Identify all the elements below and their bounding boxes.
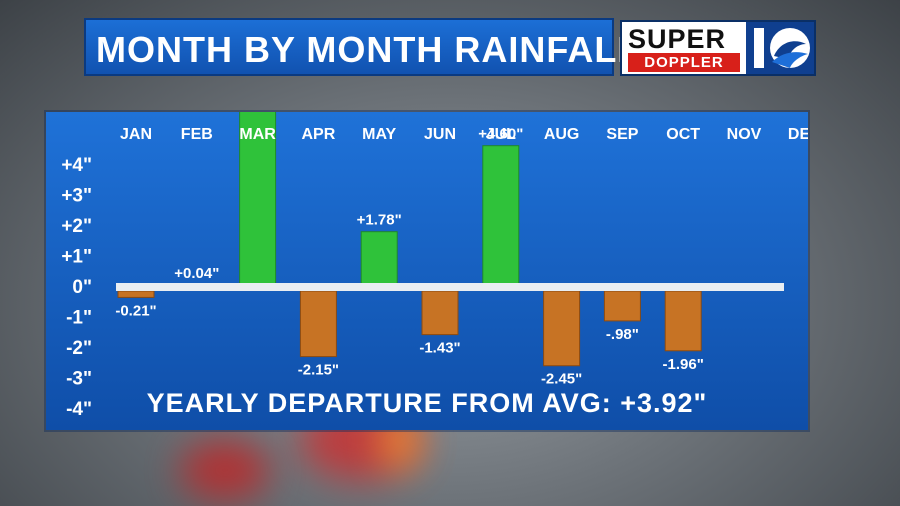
data-label-sep: -.98" <box>606 326 639 343</box>
data-label-jul: +4.60" <box>478 126 523 143</box>
bar-aug <box>543 290 581 367</box>
month-label: SEP <box>606 126 638 143</box>
chart-panel: +4" +3" +2" +1" 0" -1" -2" -3" -4" JAN -0.21" FEB +0… <box>46 112 808 430</box>
y-tick-label: -2" <box>66 338 92 359</box>
bar-mar <box>239 112 277 287</box>
data-label-jan: -0.21" <box>115 302 156 319</box>
logo-doppler-text: DOPPLER <box>628 53 740 72</box>
bar-oct <box>664 290 702 352</box>
station-logo: SUPER DOPPLER <box>620 20 816 76</box>
month-label: DEC <box>788 126 808 143</box>
bar-may <box>360 231 398 287</box>
data-label-apr: -2.15" <box>298 362 339 379</box>
y-tick-label: +4" <box>61 155 92 176</box>
logo-number-mark <box>746 22 814 74</box>
y-tick-label: +2" <box>61 216 92 237</box>
y-tick-label: -4" <box>66 399 92 420</box>
bar-jul <box>482 145 520 287</box>
month-label: OCT <box>666 126 700 143</box>
title-bar: MONTH BY MONTH RAINFALL <box>84 18 639 76</box>
page-title: MONTH BY MONTH RAINFALL <box>96 29 641 70</box>
data-label-feb: +0.04" <box>174 265 219 282</box>
month-label: FEB <box>181 126 213 143</box>
data-label-jun: -1.43" <box>419 340 460 357</box>
y-tick-label: -3" <box>66 369 92 390</box>
data-label-aug: -2.45" <box>541 371 582 388</box>
month-label: MAR <box>239 126 276 143</box>
zero-baseline <box>116 283 784 291</box>
month-label: NOV <box>727 126 762 143</box>
month-label: JAN <box>120 126 152 143</box>
bar-apr <box>299 290 337 358</box>
y-tick-label: 0" <box>72 277 92 298</box>
background-blur-light <box>180 440 270 500</box>
bar-sep <box>603 290 641 322</box>
data-label-oct: -1.96" <box>663 356 704 373</box>
wave-logo-icon <box>754 28 810 68</box>
yearly-departure-annotation: YEARLY DEPARTURE FROM AVG: +3.92" <box>146 388 708 418</box>
month-label: JUN <box>424 126 456 143</box>
month-label: JUL <box>486 126 516 143</box>
bar-jun <box>421 290 459 336</box>
month-label: APR <box>302 126 336 143</box>
month-label: AUG <box>544 126 580 143</box>
y-tick-label: +3" <box>61 186 92 207</box>
y-tick-label: -1" <box>66 308 92 329</box>
month-label: MAY <box>362 126 396 143</box>
logo-super-text: SUPER <box>628 24 727 54</box>
bar-jan <box>117 290 155 298</box>
y-tick-label: +1" <box>61 247 92 268</box>
data-label-may: +1.78" <box>357 212 402 229</box>
rainfall-bar-chart: +4" +3" +2" +1" 0" -1" -2" -3" -4" JAN -0.21" FEB +0… <box>61 112 808 420</box>
